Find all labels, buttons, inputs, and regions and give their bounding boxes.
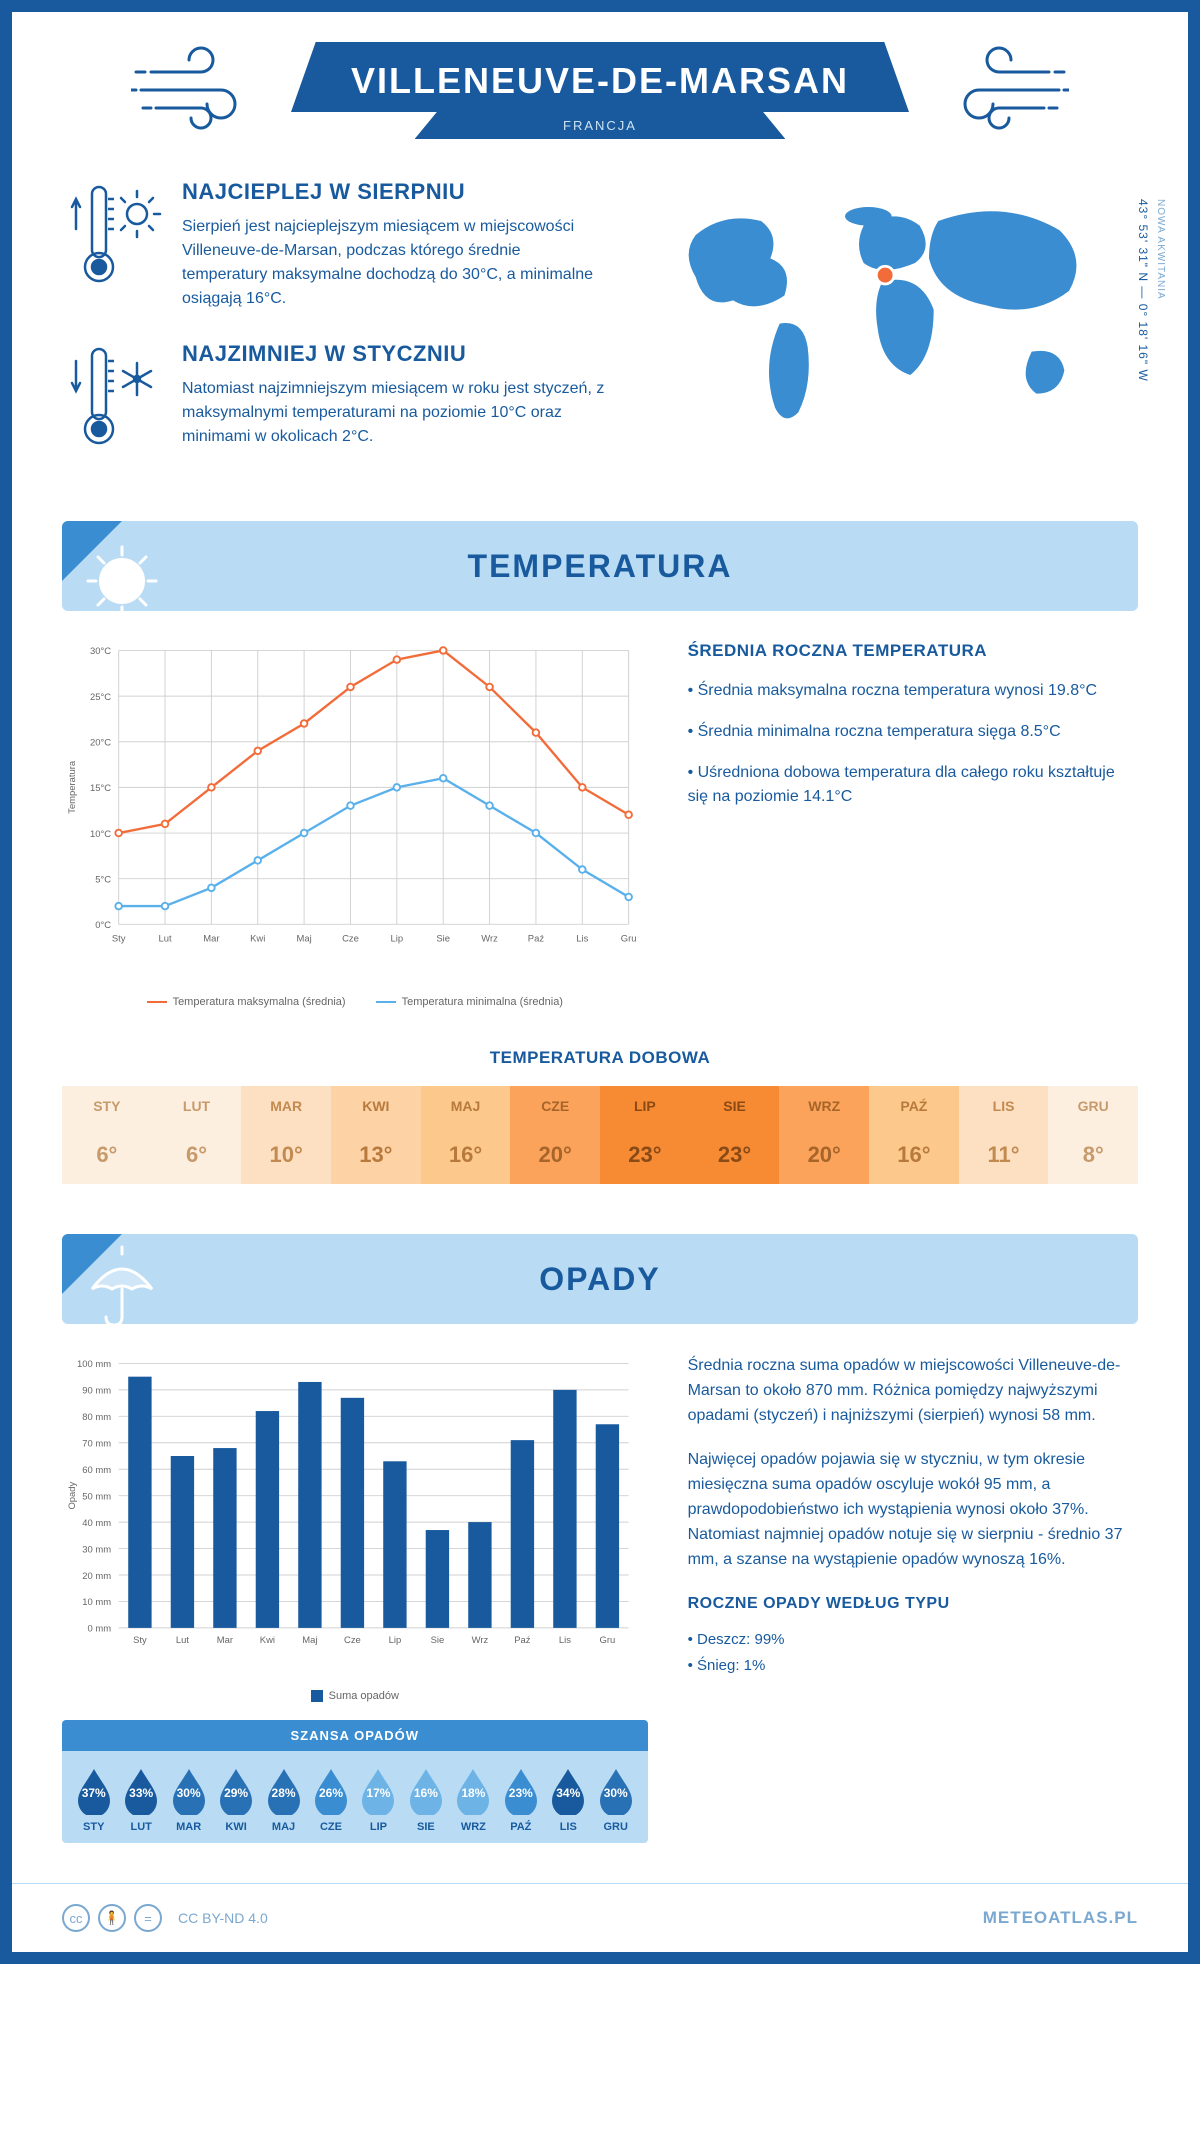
footer: cc 🧍 = CC BY-ND 4.0 METEOATLAS.PL	[12, 1883, 1188, 1952]
daily-temp-table: STY6°LUT6°MAR10°KWI13°MAJ16°CZE20°LIP23°…	[62, 1086, 1138, 1184]
rain-text-2: Najwięcej opadów pojawia się w styczniu,…	[688, 1448, 1138, 1572]
precipitation-title: OPADY	[539, 1261, 660, 1298]
thermometer-hot-icon	[62, 179, 162, 289]
temperature-title: TEMPERATURA	[468, 548, 733, 585]
avg-temp-title: ŚREDNIA ROCZNA TEMPERATURA	[688, 641, 1138, 661]
legend-rain-label: Suma opadów	[329, 1690, 399, 1702]
svg-text:0°C: 0°C	[95, 920, 111, 931]
thermometer-cold-icon	[62, 341, 162, 451]
rain-type-block: ROCZNE OPADY WEDŁUG TYPU • Deszcz: 99% • …	[688, 1592, 1138, 1678]
rain-type-title: ROCZNE OPADY WEDŁUG TYPU	[688, 1592, 1138, 1617]
svg-text:10 mm: 10 mm	[82, 1597, 111, 1608]
legend-max-label: Temperatura maksymalna (średnia)	[173, 996, 346, 1008]
svg-text:30 mm: 30 mm	[82, 1544, 111, 1555]
svg-text:Sty: Sty	[133, 1635, 147, 1646]
avg-temp-b2: • Średnia minimalna roczna temperatura s…	[688, 720, 1138, 745]
coldest-text: Natomiast najzimniejszym miesiącem w rok…	[182, 377, 605, 449]
svg-text:15°C: 15°C	[90, 783, 111, 794]
svg-text:50 mm: 50 mm	[82, 1491, 111, 1502]
country-subtitle: FRANCJA	[415, 112, 786, 139]
warmest-title: NAJCIEPLEJ W SIERPNIU	[182, 179, 605, 205]
avg-temp-b1: • Średnia maksymalna roczna temperatura …	[688, 679, 1138, 704]
svg-text:Mar: Mar	[217, 1635, 233, 1646]
svg-text:Lip: Lip	[391, 933, 404, 944]
umbrella-icon	[77, 1239, 167, 1329]
svg-text:Lip: Lip	[389, 1635, 402, 1646]
svg-text:Paź: Paź	[514, 1635, 531, 1646]
license-block: cc 🧍 = CC BY-ND 4.0	[62, 1904, 268, 1932]
svg-text:Gru: Gru	[600, 1635, 616, 1646]
svg-text:Maj: Maj	[297, 933, 312, 944]
temp-legend: Temperatura maksymalna (średnia) Tempera…	[62, 996, 648, 1008]
precipitation-banner: OPADY	[62, 1234, 1138, 1324]
wind-icon-left	[131, 42, 261, 132]
region-name: NOWA AKWITANIA	[1155, 199, 1166, 300]
svg-text:Kwi: Kwi	[250, 933, 265, 944]
world-map-block: 43° 53' 31" N — 0° 18' 16" W NOWA AKWITA…	[645, 179, 1138, 481]
svg-text:Sty: Sty	[112, 933, 126, 944]
rain-chance-title: SZANSA OPADÓW	[62, 1720, 648, 1751]
legend-min-label: Temperatura minimalna (średnia)	[402, 996, 563, 1008]
svg-text:Paź: Paź	[528, 933, 545, 944]
svg-text:30°C: 30°C	[90, 646, 111, 657]
svg-text:Wrz: Wrz	[481, 933, 498, 944]
svg-text:70 mm: 70 mm	[82, 1439, 111, 1450]
svg-text:Lut: Lut	[176, 1635, 189, 1646]
svg-text:90 mm: 90 mm	[82, 1386, 111, 1397]
svg-text:Cze: Cze	[342, 933, 359, 944]
svg-text:20 mm: 20 mm	[82, 1571, 111, 1582]
svg-text:Sie: Sie	[431, 1635, 445, 1646]
svg-text:Maj: Maj	[302, 1635, 317, 1646]
svg-text:Sie: Sie	[436, 933, 450, 944]
nd-icon: =	[134, 1904, 162, 1932]
svg-text:Temperatura: Temperatura	[67, 760, 78, 814]
svg-text:25°C: 25°C	[90, 692, 111, 703]
temperature-banner: TEMPERATURA	[62, 521, 1138, 611]
svg-text:Kwi: Kwi	[260, 1635, 275, 1646]
svg-text:0 mm: 0 mm	[88, 1624, 112, 1635]
svg-text:80 mm: 80 mm	[82, 1412, 111, 1423]
temperature-line-chart: 0°C 5°C 10°C 15°C 20°C 25°C 30°C Sty Lut Mar Kwi Ma…	[62, 641, 648, 981]
svg-text:20°C: 20°C	[90, 738, 111, 749]
svg-text:10°C: 10°C	[90, 829, 111, 840]
svg-text:40 mm: 40 mm	[82, 1518, 111, 1529]
svg-text:Wrz: Wrz	[472, 1635, 489, 1646]
coordinates: 43° 53' 31" N — 0° 18' 16" W	[1136, 199, 1150, 382]
city-title: VILLENEUVE-DE-MARSAN	[291, 42, 909, 112]
rain-chance-row: 37%STY33%LUT30%MAR29%KWI28%MAJ26%CZE17%L…	[62, 1751, 648, 1843]
wind-icon-right	[939, 42, 1069, 132]
svg-text:Opady: Opady	[67, 1481, 78, 1509]
svg-text:Lis: Lis	[559, 1635, 571, 1646]
warmest-text: Sierpień jest najcieplejszym miesiącem w…	[182, 215, 605, 311]
world-map	[645, 179, 1138, 459]
header: VILLENEUVE-DE-MARSAN FRANCJA	[62, 42, 1138, 139]
temperature-info: ŚREDNIA ROCZNA TEMPERATURA • Średnia mak…	[688, 641, 1138, 1008]
svg-text:100 mm: 100 mm	[77, 1359, 111, 1370]
sun-icon	[82, 541, 162, 621]
rainfall-bar-chart: 0 mm 10 mm 20 mm 30 mm 40 mm 50 mm 60 mm 70 mm 8…	[62, 1354, 648, 1675]
rainfall-info: Średnia roczna suma opadów w miejscowośc…	[688, 1354, 1138, 1843]
svg-text:Lut: Lut	[158, 933, 171, 944]
avg-temp-b3: • Uśredniona dobowa temperatura dla całe…	[688, 761, 1138, 811]
rain-text-1: Średnia roczna suma opadów w miejscowośc…	[688, 1354, 1138, 1428]
rain-type-2: • Śnieg: 1%	[688, 1657, 766, 1674]
coldest-title: NAJZIMNIEJ W STYCZNIU	[182, 341, 605, 367]
svg-text:Mar: Mar	[203, 933, 219, 944]
rain-legend: Suma opadów	[62, 1690, 648, 1702]
intro-row: NAJCIEPLEJ W SIERPNIU Sierpień jest najc…	[62, 179, 1138, 481]
svg-text:60 mm: 60 mm	[82, 1465, 111, 1476]
svg-text:Lis: Lis	[576, 933, 588, 944]
license-text: CC BY-ND 4.0	[178, 1910, 268, 1926]
by-icon: 🧍	[98, 1904, 126, 1932]
svg-text:Cze: Cze	[344, 1635, 361, 1646]
page-frame: VILLENEUVE-DE-MARSAN FRANCJA NAJCIEPLEJ …	[0, 0, 1200, 1964]
brand: METEOATLAS.PL	[983, 1908, 1138, 1928]
svg-text:5°C: 5°C	[95, 874, 111, 885]
svg-text:Gru: Gru	[621, 933, 637, 944]
warmest-block: NAJCIEPLEJ W SIERPNIU Sierpień jest najc…	[62, 179, 605, 311]
coldest-block: NAJZIMNIEJ W STYCZNIU Natomiast najzimni…	[62, 341, 605, 451]
cc-icon: cc	[62, 1904, 90, 1932]
rain-type-1: • Deszcz: 99%	[688, 1631, 785, 1648]
daily-temp-title: TEMPERATURA DOBOWA	[62, 1048, 1138, 1068]
